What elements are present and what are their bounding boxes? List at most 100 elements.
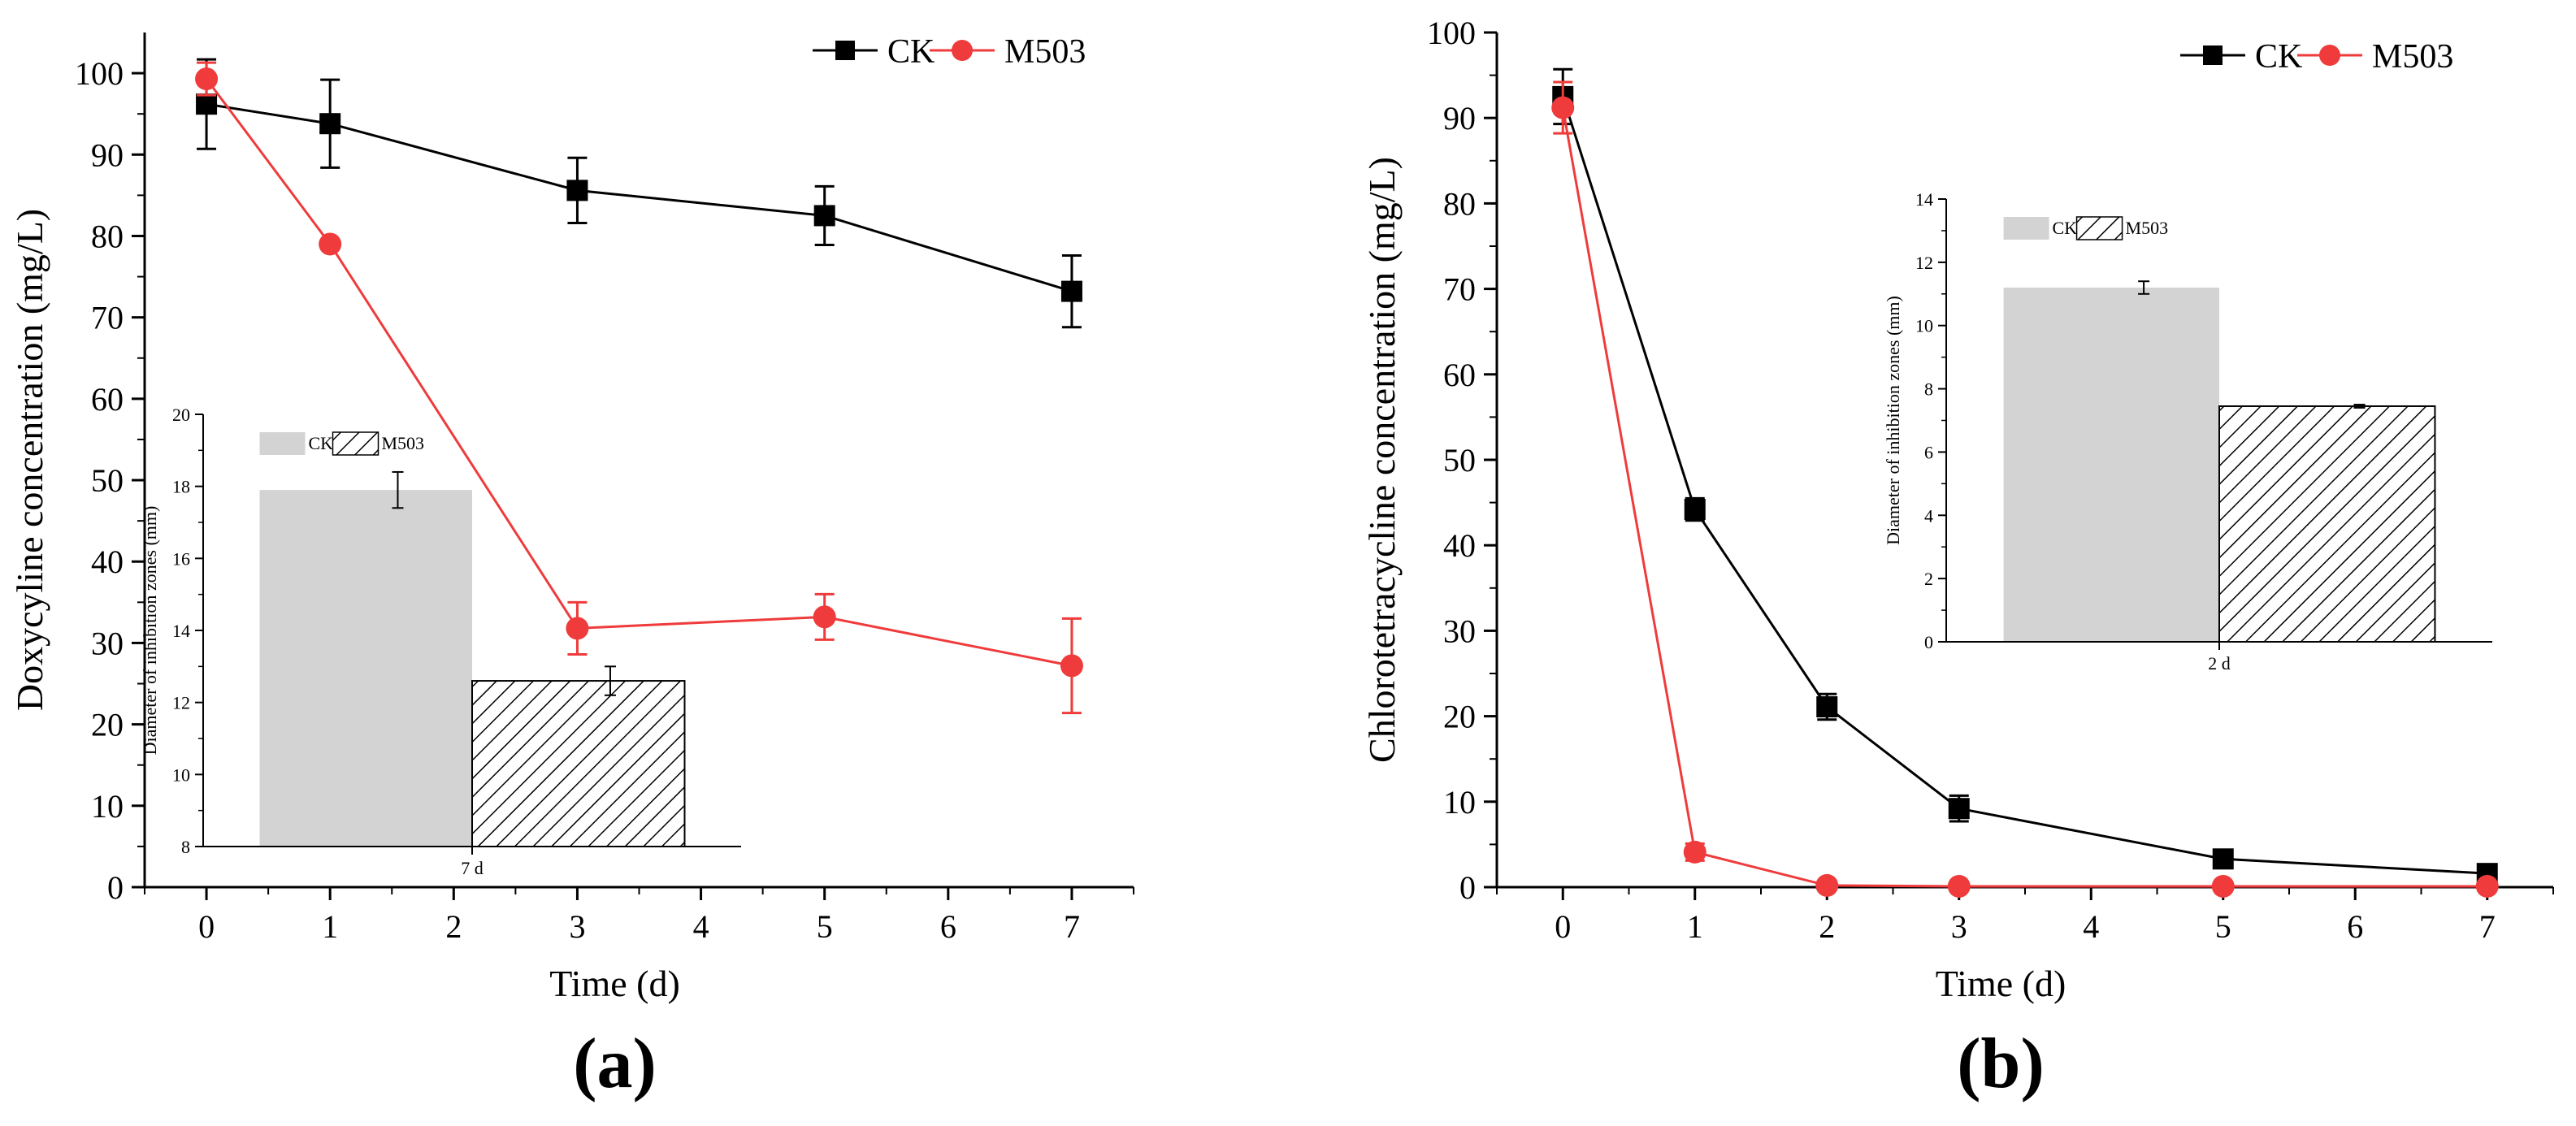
y-tick-label: 0	[107, 869, 124, 906]
y-tick-label: 30	[1443, 613, 1476, 649]
y-tick-label: 80	[91, 218, 124, 254]
inset-bar-ck	[2003, 288, 2219, 642]
x-tick-label: 1	[322, 908, 338, 945]
inset-y-tick-label: 12	[1915, 253, 1933, 273]
inset-y-axis-title: Diameter of inhibition zones (mm)	[1883, 296, 1903, 545]
y-tick-label: 100	[1427, 15, 1476, 51]
inset-category-label: 7 d	[461, 858, 484, 878]
inset-y-tick-label: 2	[1924, 569, 1933, 589]
y-tick-label: 30	[91, 625, 124, 661]
data-point-m503	[1683, 840, 1706, 864]
x-tick-label: 3	[1951, 908, 1967, 945]
legend-label-ck: CK	[2255, 38, 2302, 76]
data-point-ck	[566, 180, 588, 201]
data-point-m503	[1815, 873, 1839, 897]
data-point-m503	[1947, 874, 1971, 898]
x-tick-label: 7	[2479, 908, 2496, 945]
x-tick-label: 5	[2215, 908, 2231, 945]
x-tick-label: 0	[1555, 908, 1571, 945]
y-tick-label: 10	[91, 788, 124, 825]
y-axis-title: Chlorotetracycline concentration (mg/L)	[1361, 157, 1403, 763]
inset-y-tick-label: 14	[172, 621, 190, 641]
data-point-m503	[1060, 654, 1083, 678]
y-tick-label: 90	[91, 136, 124, 173]
y-tick-label: 80	[1443, 185, 1476, 222]
data-point-ck	[1684, 499, 1706, 521]
data-point-ck	[319, 113, 341, 135]
inset-y-tick-label: 8	[181, 837, 190, 857]
data-point-ck	[813, 205, 835, 227]
y-tick-label: 50	[91, 462, 124, 499]
inset-y-tick-label: 8	[1924, 379, 1933, 400]
y-tick-label: 20	[91, 707, 124, 743]
y-tick-label: 100	[75, 55, 124, 92]
data-point-ck	[1816, 696, 1838, 718]
inset-bar-chart: 8 10 12 14 16 18 20 7 d Diameter of inhibition z…	[140, 405, 741, 878]
inset-legend-swatch	[2075, 216, 2123, 240]
inset-y-tick-label: 6	[1924, 442, 1933, 462]
legend-marker	[835, 41, 855, 60]
x-tick-label: 6	[940, 908, 956, 945]
y-tick-label: 40	[91, 544, 124, 580]
legend-marker	[952, 40, 973, 61]
data-point-ck	[1060, 280, 1082, 302]
inset-y-tick-label: 10	[1915, 316, 1933, 336]
x-tick-label: 0	[198, 908, 215, 945]
inset-bar-m503	[471, 680, 686, 847]
inset-legend-swatch	[2003, 217, 2049, 240]
inset-y-tick-label: 12	[172, 693, 190, 713]
series-line-m503	[1561, 107, 2487, 888]
data-point-m503	[319, 232, 342, 256]
data-point-m503	[1551, 96, 1575, 119]
y-tick-label: 20	[1443, 699, 1476, 735]
y-tick-label: 70	[91, 300, 124, 336]
x-tick-label: 3	[569, 908, 585, 945]
inset-bar-chart: 0 2 4 6 8 10 12 14 2 d Diameter of inhibition zon…	[1883, 189, 2492, 673]
inset-category-label: 2 d	[2208, 653, 2231, 673]
x-tick-label: 5	[817, 908, 833, 945]
data-point-m503	[195, 67, 219, 91]
inset-y-tick-label: 20	[172, 405, 190, 425]
x-tick-label: 4	[2083, 908, 2099, 945]
inset-y-tick-label: 0	[1924, 632, 1933, 652]
y-tick-label: 60	[1443, 357, 1476, 393]
y-tick-label: 40	[1443, 527, 1476, 564]
x-tick-label: 2	[445, 908, 462, 945]
x-axis-title: Time (d)	[549, 963, 680, 1004]
inset-y-tick-label: 4	[1924, 505, 1933, 526]
data-point-m503	[813, 605, 836, 629]
inset-bar-ck	[259, 490, 472, 847]
y-axis-title: Doxycyline concentration (mg/L)	[9, 209, 50, 711]
legend-label-m503: M503	[1004, 33, 1086, 71]
legend-label-ck: CK	[887, 33, 935, 71]
inset-bar-m503	[2218, 405, 2436, 643]
inset-legend-swatch	[259, 432, 306, 455]
y-tick-label: 0	[1459, 869, 1476, 906]
legend-label-m503: M503	[2372, 38, 2453, 76]
y-tick-label: 90	[1443, 100, 1476, 136]
x-axis-title: Time (d)	[1936, 963, 2066, 1004]
data-point-ck	[2212, 848, 2234, 870]
x-tick-label: 6	[2347, 908, 2363, 945]
inset-legend-label-ck: CK	[2053, 218, 2078, 238]
inset-legend-swatch	[332, 431, 379, 456]
inset-y-tick-label: 14	[1915, 189, 1933, 210]
inset-legend-label-ck: CK	[309, 433, 334, 453]
y-tick-label: 50	[1443, 442, 1476, 479]
y-tick-label: 60	[91, 381, 124, 418]
inset-legend-label-m503: M503	[2126, 218, 2169, 238]
legend-marker	[2203, 45, 2223, 65]
data-point-m503	[2211, 874, 2235, 898]
x-tick-label: 2	[1819, 908, 1835, 945]
data-point-m503	[566, 617, 589, 640]
inset-y-tick-label: 10	[172, 764, 190, 785]
x-tick-label: 7	[1064, 908, 1080, 945]
inset-y-tick-label: 18	[172, 477, 190, 497]
y-tick-label: 10	[1443, 784, 1476, 821]
inset-legend-label-m503: M503	[382, 433, 425, 453]
legend-marker	[2319, 45, 2340, 66]
data-point-m503	[2475, 874, 2499, 898]
y-tick-label: 70	[1443, 271, 1476, 308]
